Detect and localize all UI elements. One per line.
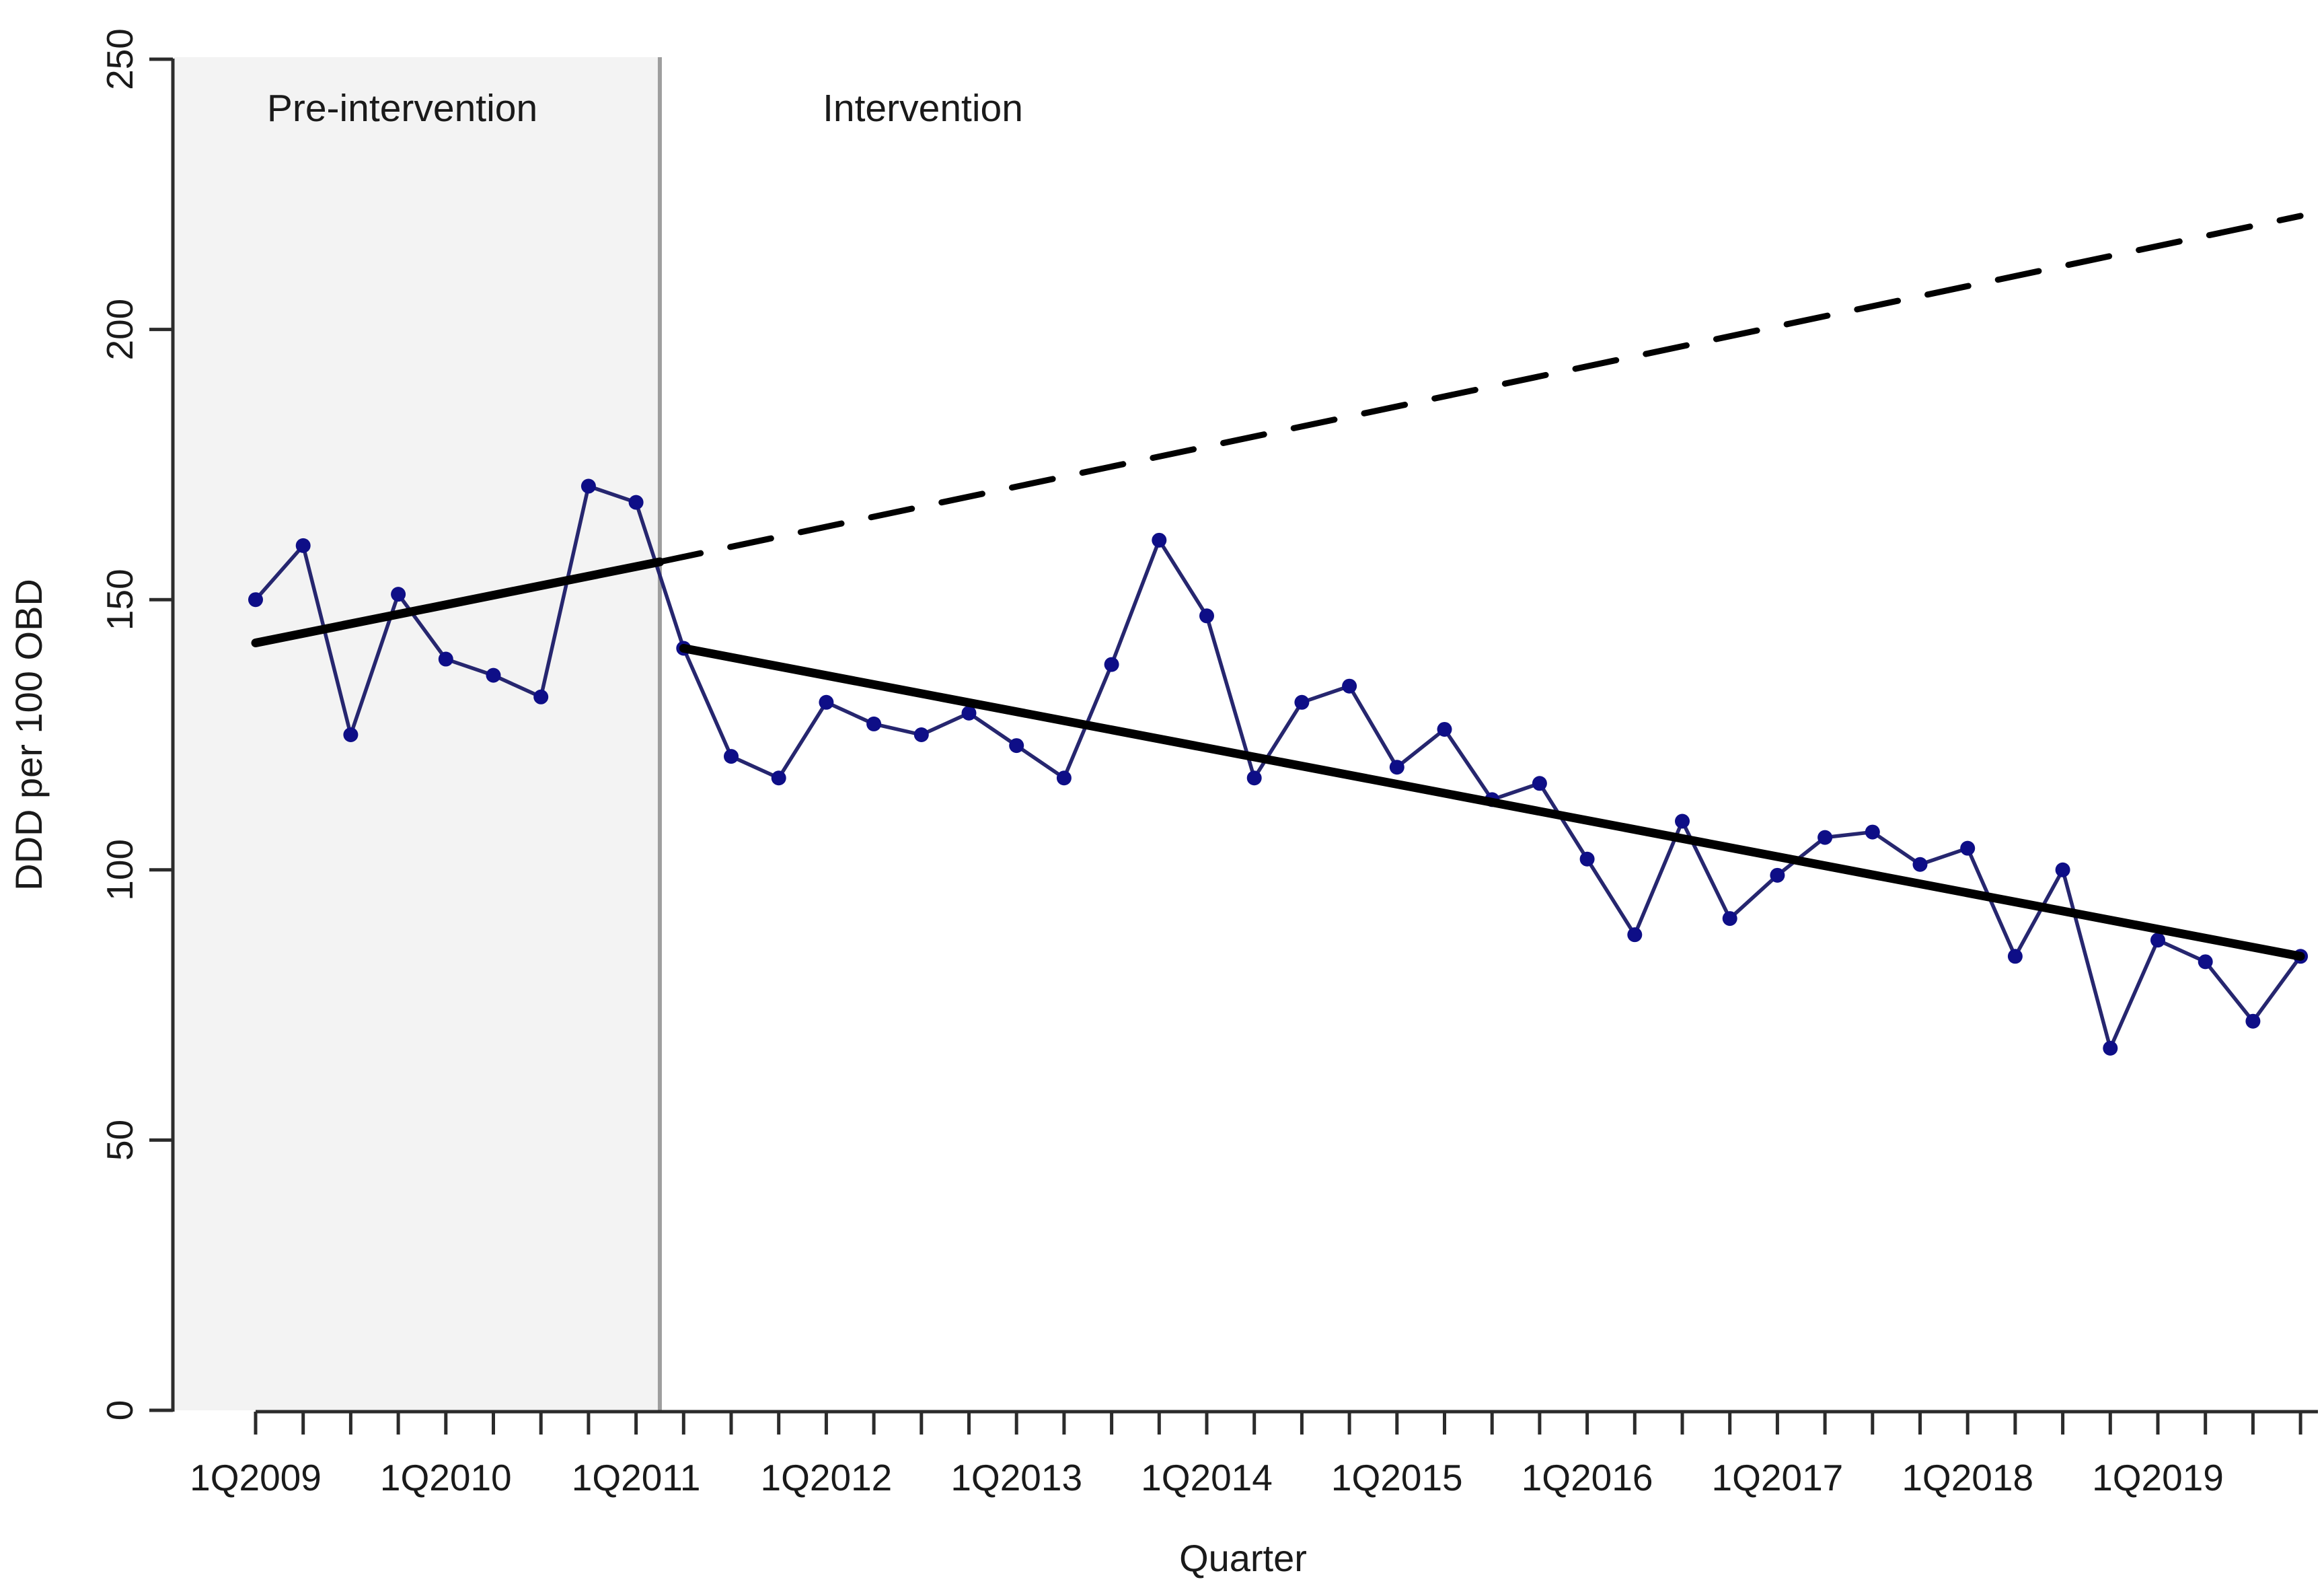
x-tick-label: 1Q2009 (190, 1457, 322, 1498)
data-point (1294, 694, 1310, 710)
data-point (1770, 867, 1785, 883)
data-point (533, 689, 549, 704)
x-tick-label: 1Q2016 (1522, 1457, 1653, 1498)
y-tick-label: 150 (99, 569, 141, 630)
data-point (2198, 954, 2213, 970)
x-axis-title: Quarter (1179, 1537, 1307, 1579)
data-point (1960, 840, 1976, 856)
x-tick-label: 1Q2014 (1141, 1457, 1273, 1498)
data-point (1532, 776, 1547, 791)
data-point (580, 478, 596, 494)
data-point (866, 716, 882, 731)
y-tick-label: 0 (99, 1400, 141, 1421)
x-tick-label: 1Q2013 (950, 1457, 1082, 1498)
x-axis: 1Q2009 1Q2010 1Q2011 1Q2012 1Q2013 1Q2014 1Q20… (190, 1410, 2318, 1498)
data-point (2055, 862, 2070, 877)
data-point (248, 592, 263, 608)
data-point (724, 749, 739, 764)
data-point (1389, 760, 1404, 775)
intervention-trend-line (679, 643, 2305, 961)
data-point (486, 667, 501, 683)
intervention-label: Intervention (823, 87, 1023, 130)
pre-intervention-band (174, 57, 660, 1410)
data-point (1342, 678, 1357, 694)
x-tick-label: 1Q2017 (1712, 1457, 1844, 1498)
data-point (1912, 857, 1928, 872)
x-tick-label: 1Q2011 (572, 1457, 701, 1498)
data-point (1437, 721, 1452, 737)
data-point (391, 587, 406, 602)
data-point (1579, 851, 1595, 867)
pre-intervention-label: Pre-intervention (267, 87, 537, 130)
data-point (771, 770, 786, 786)
data-point (913, 727, 929, 742)
data-point (2150, 933, 2165, 948)
x-tick-label: 1Q2010 (380, 1457, 512, 1498)
data-point (1104, 657, 1119, 672)
data-point (1152, 532, 1167, 548)
x-tick-label: 1Q2019 (2092, 1457, 2224, 1498)
y-axis-title: DDD per 100 OBD (7, 579, 50, 891)
observed-series-line (254, 484, 2302, 1050)
data-point (1056, 770, 1072, 786)
data-point (2007, 949, 2023, 964)
y-tick-label: 50 (99, 1120, 141, 1161)
y-tick-label: 100 (99, 839, 141, 901)
data-point (1627, 927, 1643, 943)
y-axis: 0 50 100 150 200 250 (99, 28, 175, 1421)
data-point (2245, 1013, 2261, 1029)
data-point (1865, 824, 1880, 840)
data-point (343, 727, 359, 742)
data-point (961, 705, 977, 721)
data-point (1675, 813, 1690, 829)
x-tick-label: 1Q2015 (1331, 1457, 1463, 1498)
pre-intervention-trend-line (251, 557, 665, 647)
series-layer (248, 478, 2309, 1056)
data-point (1722, 911, 1737, 927)
data-point (819, 694, 834, 710)
y-tick-label: 200 (99, 299, 141, 361)
x-tick-label: 1Q2012 (761, 1457, 893, 1498)
y-tick-label: 250 (99, 28, 141, 90)
counterfactual-dashed-line (657, 213, 2304, 565)
data-point (1246, 770, 1262, 786)
data-point (1199, 608, 1214, 624)
data-point (295, 538, 311, 553)
trend-layer (251, 213, 2305, 961)
data-point (2103, 1040, 2118, 1056)
data-point (628, 495, 644, 510)
x-tick-label: 1Q2018 (1902, 1457, 2033, 1498)
data-point (1009, 738, 1024, 754)
data-point (438, 651, 453, 667)
data-point (1817, 830, 1833, 845)
